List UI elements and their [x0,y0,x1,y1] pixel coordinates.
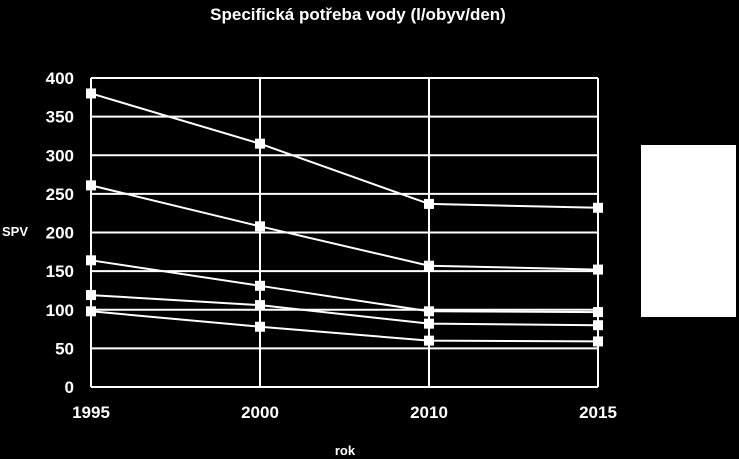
series-line [90,310,599,343]
data-point [86,180,96,191]
data-point [86,290,96,301]
y-tick-label: 100 [46,301,74,320]
y-tick-label: 0 [65,378,74,397]
data-point [424,260,434,271]
series-line [90,259,599,314]
data-point [424,335,434,346]
data-point [424,306,434,317]
chart-title: Specifická potřeba vody (l/obyv/den) [210,5,506,24]
x-tick-label: 2010 [410,403,448,422]
data-point [255,138,265,149]
series-3 [86,255,603,318]
x-tick-label: 1995 [72,403,110,422]
series-line [90,92,599,209]
x-tick-label: 2015 [579,403,617,422]
series-line [90,294,599,327]
data-point [255,300,265,311]
data-point [593,320,603,331]
data-point [86,255,96,266]
y-tick-label: 50 [55,339,74,358]
y-tick-label: 250 [46,185,74,204]
data-point [593,336,603,347]
y-tick-label: 350 [46,108,74,127]
data-point [86,306,96,317]
data-point [255,280,265,291]
data-point [255,321,265,332]
series-line [90,184,599,271]
chart-grid [90,77,599,388]
chart-series [86,88,603,347]
series-1 [86,88,603,213]
y-tick-label: 150 [46,262,74,281]
data-point [255,221,265,232]
data-point [424,198,434,209]
y-tick-label: 200 [46,224,74,243]
data-point [593,264,603,275]
data-point [593,202,603,213]
data-point [424,318,434,329]
data-point [86,88,96,99]
x-tick-label: 2000 [241,403,279,422]
y-axis-ticks: 0 50 100 150 200 250 300 350 400 [46,69,74,397]
x-axis-label: rok [335,443,356,458]
series-5 [86,306,603,347]
legend-box [641,145,736,317]
y-tick-label: 300 [46,146,74,165]
data-point [593,307,603,318]
y-tick-label: 400 [46,69,74,88]
y-axis-label: SPV [2,224,28,239]
series-2 [86,180,603,275]
x-axis-ticks: 1995 2000 2010 2015 [72,403,617,422]
series-4 [86,290,603,331]
